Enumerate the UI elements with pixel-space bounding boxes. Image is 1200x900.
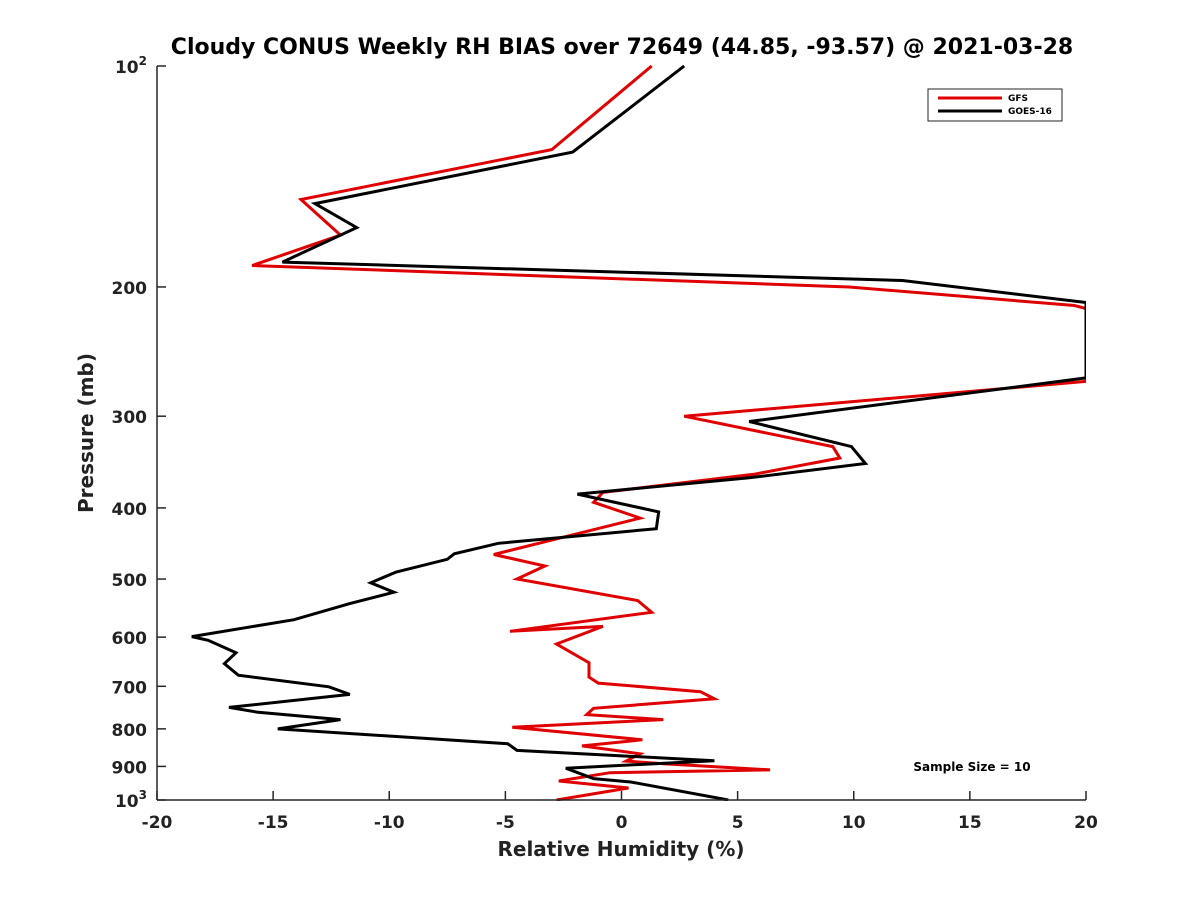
y-tick-label: 200 xyxy=(112,279,148,299)
legend-box xyxy=(927,88,1063,122)
y-tick-label: 500 xyxy=(112,571,148,591)
chart-title: Cloudy CONUS Weekly RH BIAS over 72649 (… xyxy=(171,35,1073,60)
y-tick-label: 300 xyxy=(112,408,148,428)
x-axis: -20 -15 -10 -5 0 5 10 15 20 xyxy=(142,791,1098,833)
legend-entry: GOES-16 xyxy=(1008,107,1052,117)
x-tick-label: 10 xyxy=(842,813,866,833)
y-tick-label: 900 xyxy=(112,758,148,778)
x-tick-label: 20 xyxy=(1074,813,1098,833)
y-axis-label: Pressure (mb) xyxy=(74,353,98,513)
x-tick-label: 5 xyxy=(732,813,744,833)
legend: GFS GOES-16 xyxy=(927,88,1063,122)
y-axis: 102 200 300 400 500 600 700 800 900 103 xyxy=(112,54,166,812)
series-line-gfs xyxy=(251,65,1086,801)
x-tick-label: -5 xyxy=(496,813,515,833)
x-tick-label: 0 xyxy=(616,813,628,833)
x-tick-label: -10 xyxy=(374,813,405,833)
x-tick-label: -15 xyxy=(258,813,289,833)
y-tick-label: 400 xyxy=(112,500,148,520)
x-axis-label: Relative Humidity (%) xyxy=(497,837,744,861)
y-tick-label: 700 xyxy=(112,678,148,698)
sample-size-annotation: Sample Size = 10 xyxy=(913,760,1030,774)
legend-entry: GFS xyxy=(1008,94,1028,104)
x-tick-label: -20 xyxy=(142,813,173,833)
series-line-goes-16 xyxy=(191,65,1086,801)
y-tick-label: 103 xyxy=(115,788,147,812)
y-tick-label: 800 xyxy=(112,721,148,741)
x-tick-label: 15 xyxy=(958,813,982,833)
y-tick-label: 600 xyxy=(112,629,148,649)
y-tick-label: 102 xyxy=(115,54,147,78)
plot-area xyxy=(156,65,1086,801)
